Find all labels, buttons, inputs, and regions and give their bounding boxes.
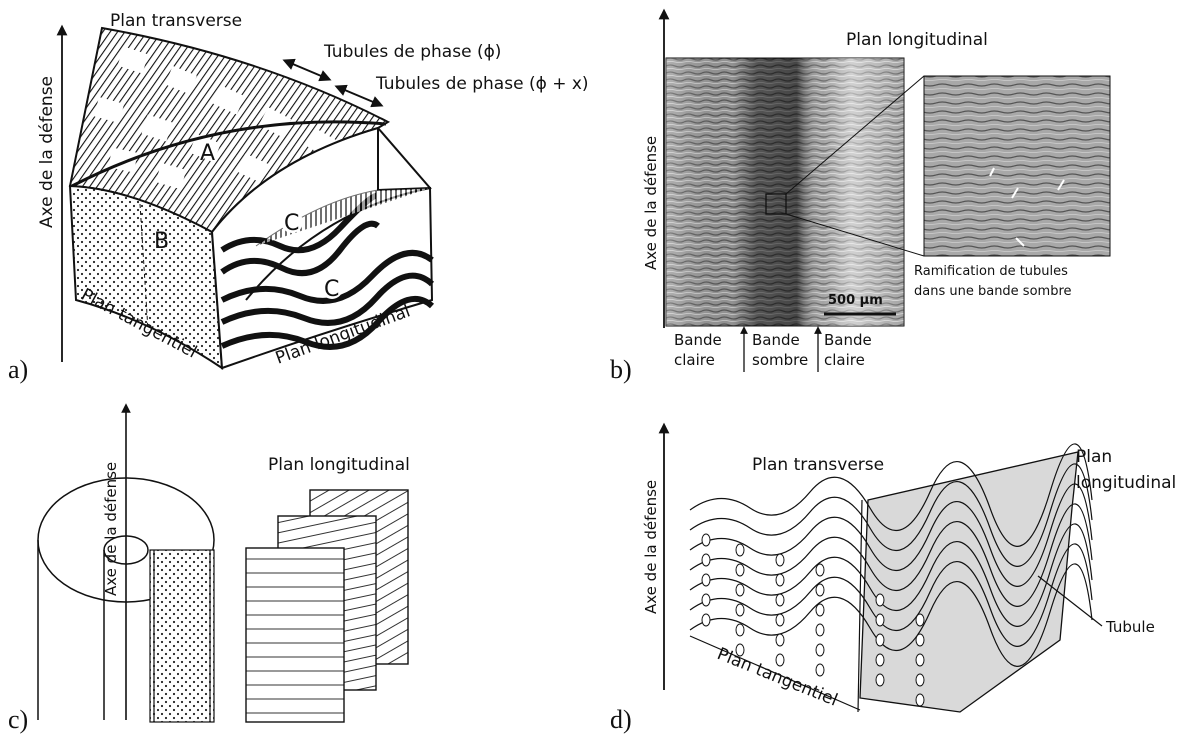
tubule-ends bbox=[701, 533, 925, 707]
axis-label-c: Axe de la défense bbox=[102, 462, 120, 596]
band-light-2-line1: Bande bbox=[824, 331, 872, 349]
label-tubules-phase: Tubules de phase (ϕ) bbox=[323, 42, 501, 62]
label-plan-longitudinal-d-line2: longitudinal bbox=[1076, 473, 1176, 493]
label-plan-transverse-a: Plan transverse bbox=[110, 11, 242, 31]
label-tubules-phase-x: Tubules de phase (ϕ + x) bbox=[375, 74, 589, 94]
axis-label-a: Axe de la défense bbox=[37, 76, 57, 228]
region-label-b: B bbox=[154, 229, 169, 254]
region-label-c-bottom: C bbox=[324, 277, 339, 302]
band-light-1-line2: claire bbox=[674, 351, 715, 369]
arrow-tubules-phase-x bbox=[334, 84, 384, 108]
panel-c: Axe de la défense Plan longitudinal c) bbox=[8, 403, 410, 734]
axis-label-d: Axe de la défense bbox=[642, 480, 660, 614]
band-light-2-line2: claire bbox=[824, 351, 865, 369]
tusk-section-slab bbox=[149, 549, 215, 723]
panel-letter-c: c) bbox=[8, 705, 28, 734]
zoom-box bbox=[765, 193, 787, 215]
label-plan-transverse-d: Plan transverse bbox=[752, 455, 884, 475]
label-plan-longitudinal-d-line1: Plan bbox=[1076, 447, 1112, 467]
phase-boundary-curve bbox=[71, 120, 387, 188]
label-tubule: Tubule bbox=[1105, 618, 1155, 636]
longitudinal-plane-d bbox=[859, 451, 1079, 713]
inset-caption-line2: dans une bande sombre bbox=[914, 284, 1072, 299]
panel-letter-d: d) bbox=[610, 705, 632, 734]
panel-letter-a: a) bbox=[8, 355, 28, 384]
sheet-front bbox=[245, 547, 345, 723]
axis-label-b: Axe de la défense bbox=[642, 136, 660, 270]
panel-d: Axe de la défense Plan transverse Plan l… bbox=[610, 422, 1176, 734]
inset-caption-line1: Ramification de tubules bbox=[914, 264, 1068, 279]
scale-bar-label: 500 µm bbox=[828, 293, 883, 308]
band-dark-line2: sombre bbox=[752, 351, 808, 369]
band-dark-line1: Bande bbox=[752, 331, 800, 349]
panel-a: Axe de la défense bbox=[8, 11, 589, 384]
band-light-1-line1: Bande bbox=[674, 331, 722, 349]
tubule-pointer bbox=[1037, 575, 1103, 627]
label-plan-longitudinal-c: Plan longitudinal bbox=[268, 455, 410, 475]
vertical-cut-line bbox=[857, 499, 863, 713]
region-label-c-top: C bbox=[284, 211, 299, 236]
panel-b: Axe de la défense Plan longitudinal Rami… bbox=[610, 8, 1111, 384]
region-label-a: A bbox=[200, 141, 215, 166]
arrow-tubules-phase bbox=[282, 58, 332, 82]
tubule-layers bbox=[689, 443, 1093, 667]
micrograph-inset bbox=[923, 75, 1111, 257]
panel-letter-b: b) bbox=[610, 355, 632, 384]
label-plan-longitudinal-b: Plan longitudinal bbox=[846, 30, 988, 50]
